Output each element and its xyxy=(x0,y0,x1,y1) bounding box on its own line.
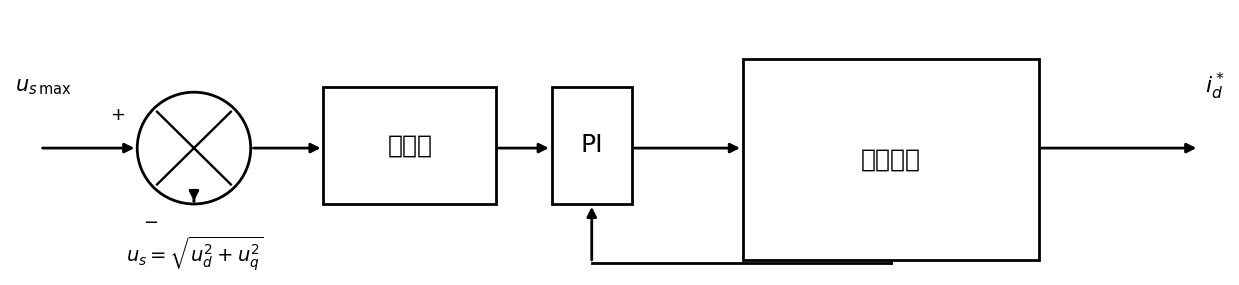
Text: $i_d^*$: $i_d^*$ xyxy=(1206,71,1225,102)
Bar xyxy=(323,87,496,204)
Text: 平均值: 平均值 xyxy=(388,133,432,157)
Text: PI: PI xyxy=(580,133,603,157)
Bar xyxy=(743,59,1038,260)
Bar xyxy=(551,87,632,204)
Text: 积分判断: 积分判断 xyxy=(861,147,921,171)
Text: $-$: $-$ xyxy=(144,212,159,230)
Text: $u_{s\,\max}$: $u_{s\,\max}$ xyxy=(15,77,72,97)
Text: $u_s=\sqrt{u_d^2+u_q^2}$: $u_s=\sqrt{u_d^2+u_q^2}$ xyxy=(126,235,264,273)
Text: +: + xyxy=(110,105,125,124)
